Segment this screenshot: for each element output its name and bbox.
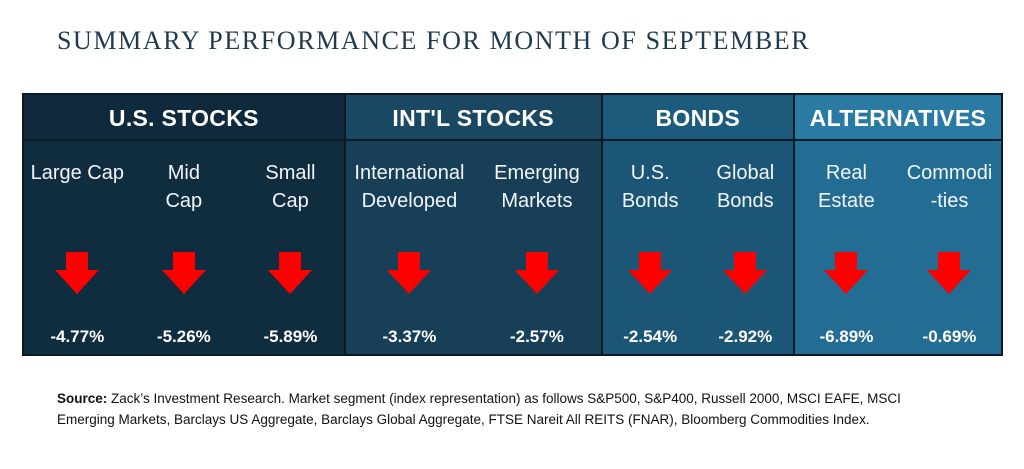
- segment-large-cap: Large Cap -4.77%: [24, 141, 131, 356]
- group-intl-stocks: INT'L STOCKS International Developed -3.…: [345, 95, 603, 356]
- segment-label: Global Bonds: [716, 162, 775, 212]
- source-prefix: Source:: [57, 391, 108, 406]
- segment-value: -5.26%: [156, 327, 211, 346]
- performance-table: U.S. STOCKS Large Cap -4.77% Mid Cap -5.…: [22, 93, 1003, 356]
- segment-value: -4.77%: [50, 327, 105, 346]
- source-text: Zack’s Investment Research. Market segme…: [57, 391, 901, 427]
- segment-value: -5.89%: [263, 327, 318, 346]
- segment-label: International Developed: [354, 162, 465, 212]
- down-arrow-icon: [628, 252, 673, 294]
- group-us-stocks: U.S. STOCKS Large Cap -4.77% Mid Cap -5.…: [24, 95, 346, 354]
- group-header: INT'L STOCKS: [345, 95, 601, 141]
- group-header: BONDS: [602, 95, 793, 141]
- group-header: U.S. STOCKS: [24, 95, 344, 141]
- down-arrow-icon: [268, 252, 313, 294]
- segment-value: -6.89%: [819, 327, 874, 346]
- segment-label: Real Estate: [818, 162, 875, 212]
- segment-small-cap: Small Cap -5.89%: [237, 141, 344, 356]
- segment-mid-cap: Mid Cap -5.26%: [131, 141, 238, 356]
- segment-label: Large Cap: [30, 162, 124, 184]
- segment-commodities: Commodi -ties -0.69%: [898, 141, 1001, 356]
- segment-value: -2.54%: [623, 327, 678, 346]
- down-arrow-icon: [514, 252, 559, 294]
- page-title: SUMMARY PERFORMANCE FOR MONTH OF SEPTEMB…: [57, 26, 811, 55]
- segment-global-bonds: Global Bonds -2.92%: [698, 141, 793, 356]
- segment-label: Commodi -ties: [906, 162, 993, 212]
- segment-international-developed: International Developed -3.37%: [346, 141, 473, 356]
- down-arrow-icon: [55, 252, 100, 294]
- source-note: Source: Zack’s Investment Research. Mark…: [57, 388, 957, 430]
- segment-label: U.S. Bonds: [621, 162, 679, 212]
- group-header: ALTERNATIVES: [794, 95, 1002, 141]
- down-arrow-icon: [927, 252, 972, 294]
- down-arrow-icon: [161, 252, 206, 294]
- group-bonds: BONDS U.S. Bonds -2.54% Global Bonds -2.…: [602, 95, 795, 356]
- segment-label: Small Cap: [265, 162, 316, 212]
- segment-value: -2.57%: [509, 327, 564, 346]
- down-arrow-icon: [824, 252, 869, 294]
- segment-value: -3.37%: [382, 327, 437, 346]
- segment-value: -2.92%: [718, 327, 773, 346]
- group-alternatives: ALTERNATIVES Real Estate -6.89% Commodi …: [794, 95, 1002, 356]
- down-arrow-icon: [387, 252, 432, 294]
- segment-label: Mid Cap: [165, 162, 203, 212]
- segment-emerging-markets: Emerging Markets -2.57%: [473, 141, 600, 356]
- down-arrow-icon: [723, 252, 768, 294]
- segment-label: Emerging Markets: [494, 162, 580, 212]
- segment-value: -0.69%: [922, 327, 977, 346]
- segment-real-estate: Real Estate -6.89%: [795, 141, 898, 356]
- segment-us-bonds: U.S. Bonds -2.54%: [603, 141, 698, 356]
